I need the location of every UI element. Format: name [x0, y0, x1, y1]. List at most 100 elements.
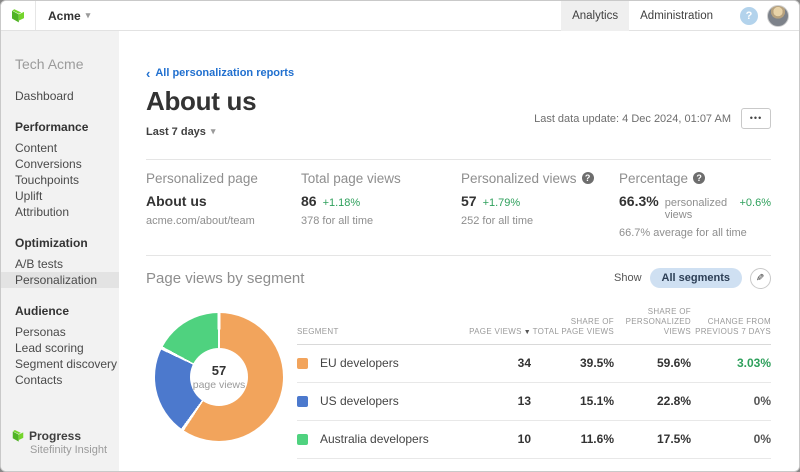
share-total-cell: 39.5%: [579, 356, 614, 371]
sidebar-item-ab-tests[interactable]: A/B tests: [15, 257, 64, 271]
stat-value: 57: [461, 192, 477, 209]
share-personalized-cell: 59.6%: [656, 356, 691, 371]
donut-chart-wrap: 57 page views: [146, 299, 297, 459]
stat-sub: 66.7% average for all time: [619, 226, 747, 239]
change-cell: 0%: [753, 394, 771, 409]
sort-desc-icon: ▼: [523, 329, 531, 337]
stat-value: About us: [146, 192, 207, 209]
show-label: Show: [614, 272, 642, 284]
sidebar-item-personalization[interactable]: Personalization: [1, 272, 119, 288]
divider: [35, 1, 36, 30]
sidebar-item-content[interactable]: Content: [15, 141, 58, 155]
sidebar: Tech Acme Dashboard Performance Content …: [1, 31, 119, 471]
stat-delta: +1.79%: [482, 196, 521, 209]
help-icon[interactable]: ?: [693, 172, 706, 184]
stat-sub: acme.com/about/team: [146, 214, 255, 227]
stat-personalized-page: Personalized page About us acme.com/abou…: [146, 171, 301, 239]
sidebar-item-contacts[interactable]: Contacts: [15, 373, 63, 387]
share-personalized-cell: 17.5%: [656, 432, 691, 447]
stat-personalized-views: Personalized views ? 57 +1.79% 252 for a…: [461, 171, 619, 239]
table-row: Australia developers 10 11.6% 17.5% 0%: [297, 421, 771, 459]
brand-name: Progress: [29, 429, 82, 443]
segments-filter-pill[interactable]: All segments: [649, 268, 742, 288]
progress-logo-icon: [12, 430, 24, 442]
segment-color-swatch: [297, 357, 308, 369]
segments-panel-body: 57 page views Segment Page views ▼ Share …: [146, 299, 771, 459]
donut-center-label: page views: [192, 378, 246, 391]
sidebar-item-touchpoints[interactable]: Touchpoints: [15, 173, 80, 187]
sidebar-item-uplift[interactable]: Uplift: [15, 189, 43, 203]
table-row: US developers 13 15.1% 22.8% 0%: [297, 383, 771, 421]
stat-label: Total page views: [301, 170, 401, 186]
stat-label: Personalized views: [461, 170, 577, 186]
sidebar-section-title: Optimization: [15, 236, 88, 250]
segment-name: Australia developers: [320, 432, 429, 447]
page-title: About us: [146, 85, 257, 116]
chevron-left-icon: ‹: [146, 65, 151, 81]
sidebar-item-attribution[interactable]: Attribution: [15, 205, 70, 219]
stat-label: Personalized page: [146, 170, 258, 186]
workspace-name: Tech Acme: [15, 56, 84, 72]
stat-suffix: personalized views: [664, 196, 728, 221]
stat-sub: 252 for all time: [461, 214, 534, 227]
org-selector[interactable]: Acme ▾: [48, 9, 90, 23]
segment-name: EU developers: [320, 356, 399, 371]
page-views-cell: 13: [517, 394, 531, 409]
main-content: ‹ All personalization reports About us L…: [119, 31, 799, 471]
divider: [146, 254, 771, 256]
date-range-label: Last 7 days: [146, 125, 206, 138]
divider: [146, 158, 771, 160]
stat-total-page-views: Total page views 86 +1.18% 378 for all t…: [301, 171, 461, 239]
segment-color-swatch: [297, 433, 308, 445]
segment-color-swatch: [297, 395, 308, 407]
col-header-share-personalized: Share of personalized views: [625, 306, 691, 337]
org-name: Acme: [48, 8, 81, 23]
donut-chart: 57 page views: [155, 312, 283, 441]
help-icon[interactable]: ?: [581, 172, 594, 184]
date-range-dropdown[interactable]: Last 7 days ▾: [146, 126, 215, 138]
edit-segments-button[interactable]: ✎: [750, 267, 771, 289]
sidebar-footer: Progress Sitefinity Insight: [11, 429, 107, 456]
tab-analytics[interactable]: Analytics: [561, 1, 630, 31]
help-icon[interactable]: ?: [740, 6, 758, 25]
more-options-button[interactable]: •••: [741, 108, 771, 129]
share-personalized-cell: 22.8%: [656, 394, 691, 409]
sidebar-section-optimization: Optimization A/B tests Personalization: [1, 233, 119, 288]
segments-panel-header: Page views by segment Show All segments …: [146, 267, 771, 289]
sidebar-section-performance: Performance Content Conversions Touchpoi…: [1, 117, 119, 220]
stat-percentage: Percentage ? 66.3% personalized views +0…: [619, 171, 771, 239]
donut-center-value: 57: [211, 362, 227, 378]
sidebar-item-conversions[interactable]: Conversions: [15, 157, 82, 171]
change-cell: 0%: [753, 432, 771, 447]
page-views-cell: 10: [517, 432, 531, 447]
chevron-down-icon: ▾: [85, 10, 91, 20]
panel-title: Page views by segment: [146, 269, 305, 287]
col-header-change: Change from previous 7 days: [695, 316, 771, 337]
chevron-down-icon: ▾: [210, 126, 216, 136]
col-header-page-views[interactable]: Page views ▼: [469, 327, 531, 337]
stat-value: 66.3%: [619, 192, 659, 209]
segments-table: Segment Page views ▼ Share of total page v…: [297, 299, 771, 459]
stats-row: Personalized page About us acme.com/abou…: [146, 160, 771, 239]
sidebar-section-audience: Audience Personas Lead scoring Segment d…: [1, 301, 119, 388]
page-views-cell: 34: [517, 356, 531, 371]
donut-center: 57 page views: [190, 347, 248, 406]
sidebar-item-segment-discovery[interactable]: Segment discovery: [15, 357, 118, 371]
sidebar-item-personas[interactable]: Personas: [15, 325, 66, 339]
product-name: Sitefinity Insight: [30, 444, 108, 456]
stat-value: 86: [301, 192, 317, 209]
tab-administration[interactable]: Administration: [640, 9, 713, 22]
user-avatar[interactable]: [767, 4, 789, 27]
sidebar-item-lead-scoring[interactable]: Lead scoring: [15, 341, 84, 355]
col-header-share-total: Share of total page views: [532, 316, 614, 337]
table-header-row: Segment Page views ▼ Share of total page v…: [297, 299, 771, 345]
segment-name: US developers: [320, 394, 399, 409]
breadcrumb-back-link[interactable]: ‹ All personalization reports: [146, 65, 294, 81]
stat-sub: 378 for all time: [301, 214, 374, 227]
stat-delta: +1.18%: [322, 196, 361, 209]
share-total-cell: 15.1%: [579, 394, 614, 409]
sidebar-item-dashboard[interactable]: Dashboard: [15, 89, 74, 103]
stat-delta: +0.6%: [739, 196, 772, 209]
pencil-icon: ✎: [756, 272, 765, 284]
